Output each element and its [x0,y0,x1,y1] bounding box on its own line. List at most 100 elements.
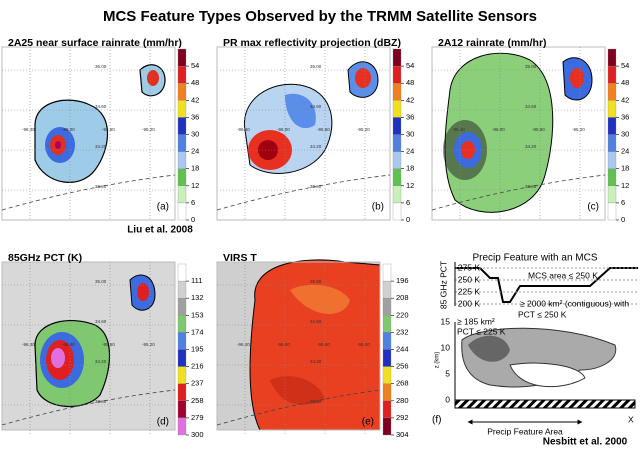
colorbar-label: 18 [406,164,414,173]
colorbar-segment [177,168,187,186]
panel-letter: (e) [362,417,374,428]
colorbar-segment [177,151,187,169]
grid-label: -96.40 [22,342,35,347]
colorbar-label: 42 [406,95,414,104]
colorbar-segment [607,168,617,186]
colorbar-label: 24 [621,147,629,156]
panel-letter: (b) [372,202,384,213]
colorbar-label: 232 [396,327,409,336]
colorbar-segment [177,65,187,84]
tick-label: 250 K [458,274,481,284]
grid-label: -96.00 [277,342,290,347]
colorbar-segment [607,65,617,84]
panel-title: 2A25 near surface rainrate (mm/hr) [8,37,182,49]
map-frame [216,261,381,431]
tick-label: 200 K [458,298,481,308]
colorbar-segment [607,151,617,169]
colorbar-label: 24 [406,147,414,156]
map-frame [431,46,606,221]
colorbar-segment [392,202,402,221]
colorbar-segment [382,280,392,299]
colorbar-segment [177,280,187,299]
colorbar-segment [382,400,392,419]
colorbar-segment [382,298,392,316]
colorbar-segment [392,65,402,84]
colorbar-segment [177,417,187,436]
colorbar-segment [607,202,617,221]
grid-label: -96.00 [492,127,505,132]
colorbar-segment [177,48,187,67]
tick-label: 275 K [458,262,481,272]
colorbar-label: 0 [191,215,195,224]
grid-label: -95.60 [317,342,330,347]
pct-blob [34,274,156,407]
colorbar-label: 6 [621,198,625,207]
colorbar-segment [177,383,187,401]
colorbar-label: 280 [396,396,409,405]
grid-label: -95.60 [317,127,330,132]
panel-letter: (c) [587,202,599,213]
colorbar-label: 244 [396,344,409,353]
colorbar-label: 304 [396,430,409,439]
colorbar-segment [392,185,402,204]
colorbar-label: 0 [621,215,625,224]
colorbar-label: 36 [191,112,199,121]
colorbar-label: 256 [396,362,409,371]
tick-label: 225 K [458,286,481,296]
colorbar-segment [607,100,617,118]
grid-label: 34.20 [95,144,107,149]
boundary-line [216,174,391,211]
colorbar-label: 48 [621,78,629,87]
colorbar-label: 30 [191,129,199,138]
colorbar-segment [392,48,402,67]
grid-label: 35.00 [525,64,537,69]
panel-letter: (d) [157,417,169,428]
colorbar-label: 216 [191,362,204,371]
colorbar-segment [382,332,392,350]
grid-label: 34.60 [95,104,107,109]
grid-label: 34.60 [525,104,537,109]
grid-label: -96.40 [452,127,465,132]
colorbar-label: 6 [406,198,410,207]
tick-label: 10 [441,342,451,352]
grid-label: -95.20 [142,342,155,347]
colorbar-label: 132 [191,293,204,302]
annotation: ≥ 2000 km² (contiguous) with [520,298,629,308]
colorbar-segment [177,298,187,316]
colorbar-segment [177,134,187,152]
colorbar-label: 12 [621,181,629,190]
panel-title: 85GHz PCT (K) [8,252,82,264]
colorbar-label: 36 [621,112,629,121]
panel-title: VIRS T [223,252,257,264]
colorbar-label: 111 [191,276,202,285]
grid-label: -96.00 [62,127,75,132]
annotation: PCT ≤ 225 K [457,326,506,336]
colorbar-segment [177,83,187,101]
colorbar-label: 12 [406,181,414,190]
tick-label: 15 [441,316,451,326]
colorbar-label: 12 [191,181,199,190]
credit: Liu et al. 2008 [127,225,193,236]
grid-label: 34.20 [95,359,107,364]
annotation: ≥ 185 km² [457,316,495,326]
colorbar-segment [177,366,187,384]
axis-label: 85 GHz PCT [438,261,448,309]
grid-label: -95.20 [357,127,370,132]
colorbar-segment [382,366,392,384]
grid-label: 34.60 [95,319,107,324]
colorbar-segment [392,117,402,135]
grid-label: 34.20 [310,144,322,149]
axis-label: z (km) [435,352,441,369]
boundary-line [1,174,176,211]
rainrate-blob [443,52,593,213]
map-frame [1,261,176,431]
tick-label: 0 [445,394,450,404]
colorbar-segment [392,151,402,169]
tb-blob [249,259,381,431]
colorbar-segment [607,83,617,101]
tick-label: 5 [445,368,450,378]
reflectivity-blob [244,61,379,174]
grid-label: -96.40 [237,127,250,132]
boundary-line [216,389,381,426]
